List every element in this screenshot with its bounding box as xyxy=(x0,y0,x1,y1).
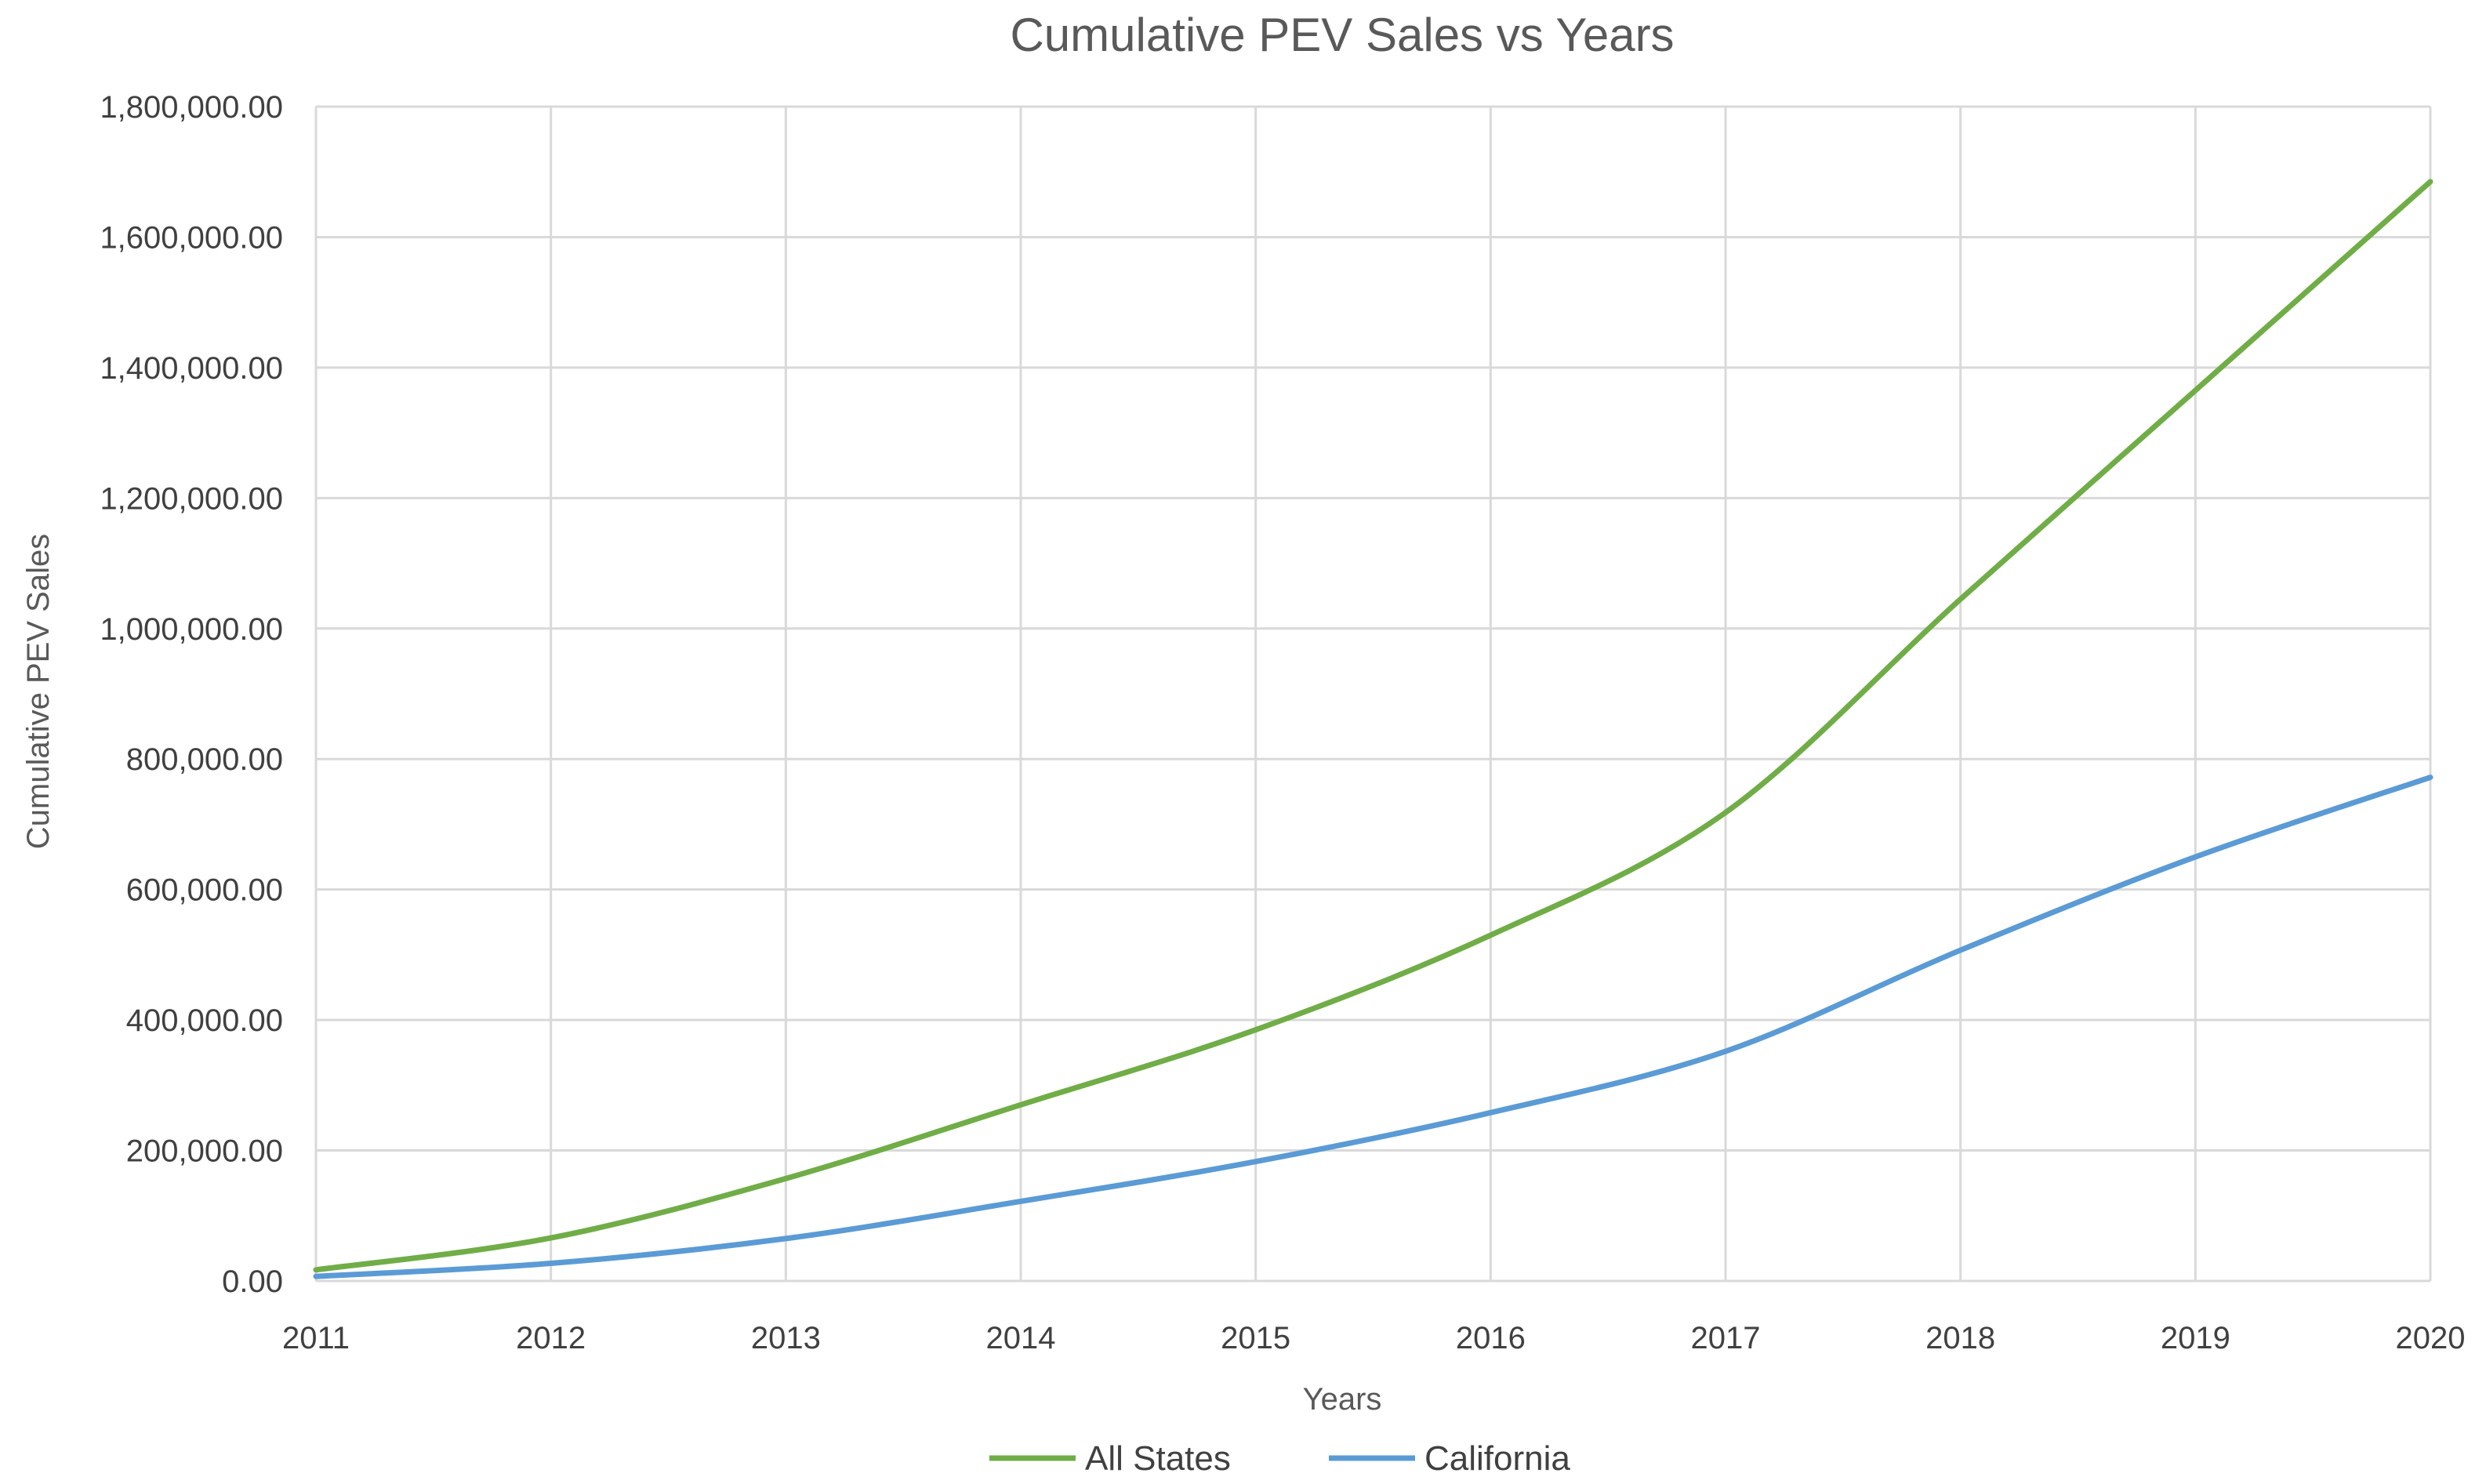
y-axis-ticks: 0.00 200,000.00 400,000.00 600,000.00 800,00… xyxy=(100,90,283,1299)
x-tick-label: 2011 xyxy=(282,1321,350,1355)
y-axis-label: Cumulative PEV Sales xyxy=(21,534,56,849)
legend-label: All States xyxy=(1085,1439,1231,1478)
y-tick-label: 1,000,000.00 xyxy=(100,612,283,647)
x-axis-ticks: 2011 2012 2013 2014 2015 2016 2017 2018 2019 2020 xyxy=(282,1321,2466,1355)
y-tick-label: 0.00 xyxy=(222,1264,283,1299)
x-axis-label: Years xyxy=(1303,1382,1382,1417)
series-line-all-states xyxy=(313,179,2433,1273)
y-tick-label: 800,000.00 xyxy=(126,742,283,777)
x-tick-label: 2015 xyxy=(1221,1321,1290,1355)
x-tick-label: 2020 xyxy=(2396,1321,2466,1355)
legend-label: California xyxy=(1424,1439,1570,1478)
x-tick-label: 2019 xyxy=(2161,1321,2230,1355)
y-tick-label: 1,800,000.00 xyxy=(100,90,283,125)
x-tick-label: 2016 xyxy=(1456,1321,1526,1355)
y-tick-label: 1,200,000.00 xyxy=(100,481,283,516)
x-tick-label: 2012 xyxy=(516,1321,586,1355)
x-tick-label: 2018 xyxy=(1925,1321,1995,1355)
y-tick-label: 1,400,000.00 xyxy=(100,351,283,386)
x-tick-label: 2013 xyxy=(751,1321,821,1355)
legend-item-california: California xyxy=(1329,1439,1570,1478)
grid-layer xyxy=(314,105,2432,1283)
series-line-california xyxy=(313,775,2433,1279)
y-tick-label: 1,600,000.00 xyxy=(100,220,283,255)
x-tick-label: 2017 xyxy=(1691,1321,1761,1355)
x-tick-label: 2014 xyxy=(986,1321,1056,1355)
chart-title: Cumulative PEV Sales vs Years xyxy=(1010,9,1674,61)
y-tick-label: 600,000.00 xyxy=(126,873,283,908)
series-layer xyxy=(313,179,2433,1279)
y-tick-label: 200,000.00 xyxy=(126,1134,283,1169)
y-tick-label: 400,000.00 xyxy=(126,1003,283,1038)
legend-item-all-states: All States xyxy=(989,1439,1231,1478)
legend: All States California xyxy=(989,1439,1570,1478)
